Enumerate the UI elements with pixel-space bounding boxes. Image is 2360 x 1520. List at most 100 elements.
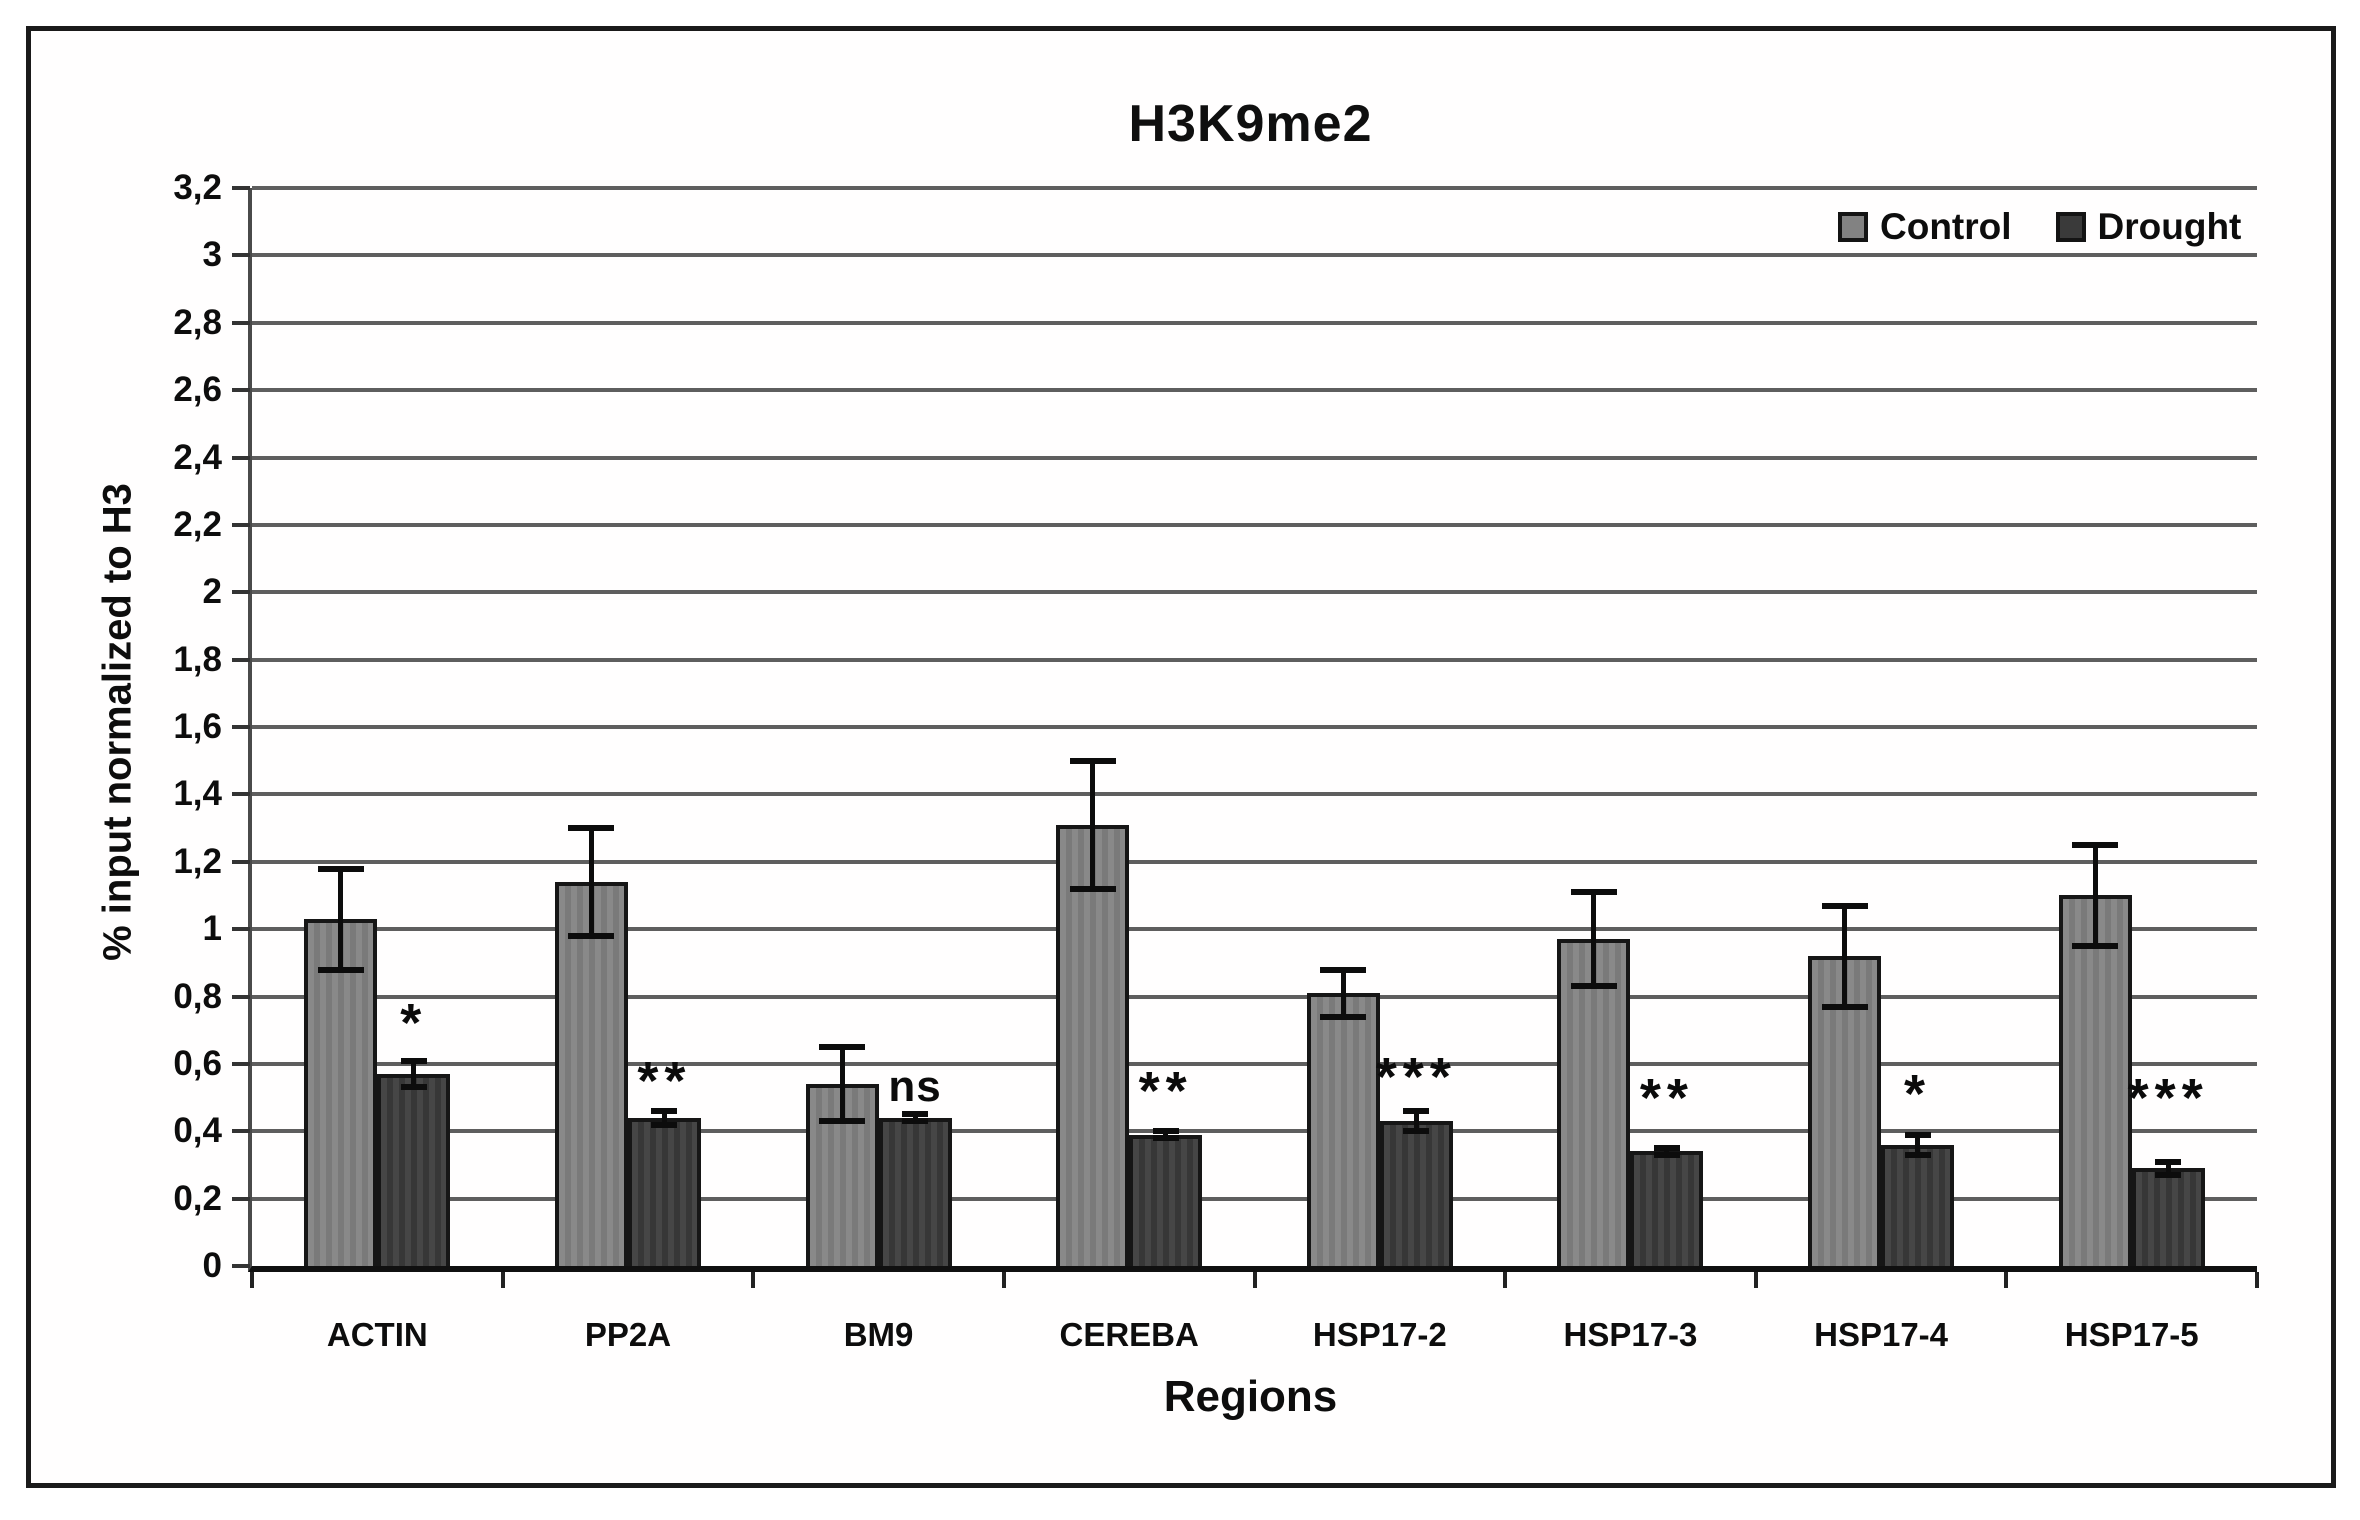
error-bar-line bbox=[2092, 844, 2098, 946]
bar-control-hsp17-2 bbox=[1306, 993, 1380, 1266]
x-category-label: HSP17-4 bbox=[1814, 1316, 1949, 1353]
y-tick-label: 1 bbox=[202, 909, 222, 949]
x-axis-tick bbox=[250, 1272, 254, 1288]
y-axis-tick bbox=[232, 859, 250, 864]
error-bar-cap bbox=[1653, 1151, 1680, 1158]
significance-actin: * bbox=[400, 993, 428, 1054]
y-tick-label: 0,6 bbox=[173, 1043, 222, 1083]
significance-pp2a: ** bbox=[637, 1050, 692, 1111]
bar-control-hsp17-5 bbox=[2058, 895, 2132, 1266]
error-bar-line bbox=[1591, 892, 1597, 987]
error-bar-line bbox=[2165, 1161, 2171, 1176]
gridline bbox=[252, 994, 2257, 999]
y-axis-tick bbox=[232, 455, 250, 460]
bar-drought-cereba bbox=[1129, 1134, 1203, 1266]
y-tick-label: 0,8 bbox=[173, 976, 222, 1016]
y-axis-tick bbox=[232, 792, 250, 797]
error-bar-line bbox=[338, 868, 344, 970]
legend: Control Drought bbox=[1838, 206, 2241, 248]
gridline bbox=[252, 725, 2257, 729]
error-bar-cap bbox=[1904, 1151, 1931, 1158]
y-axis-tick bbox=[232, 320, 250, 325]
y-axis-tick bbox=[232, 1196, 250, 1201]
error-bar-cap bbox=[400, 1057, 427, 1064]
gridline bbox=[252, 590, 2257, 595]
y-axis-tick bbox=[232, 1264, 250, 1268]
error-bar-line bbox=[1163, 1131, 1169, 1138]
x-category-label: HSP17-5 bbox=[2064, 1316, 2199, 1353]
x-axis-tick bbox=[1753, 1272, 1758, 1288]
plot-area: 3,2 3 2,8 2,6 2,4 2,2 2 1,8 1,6 1,4 1,2 1 0,8 0,6 0,4 0… bbox=[173, 169, 2259, 1353]
gridline bbox=[252, 388, 2257, 393]
bar-drought-pp2a bbox=[627, 1117, 701, 1266]
x-axis-tick bbox=[2004, 1272, 2009, 1288]
error-bar-cap bbox=[902, 1111, 929, 1118]
y-tick-label: 1,4 bbox=[173, 774, 222, 814]
significance-bm9: ns bbox=[888, 1062, 942, 1112]
chart-title: H3K9me2 bbox=[1128, 95, 1373, 153]
bar-control-hsp17-3 bbox=[1557, 939, 1631, 1266]
bar-drought-hsp17-3 bbox=[1630, 1151, 1704, 1266]
gridline bbox=[252, 320, 2257, 325]
error-bar-cap bbox=[1069, 885, 1116, 892]
y-tick-label: 0,2 bbox=[173, 1178, 222, 1218]
y-tick-label: 1,8 bbox=[173, 639, 222, 679]
y-axis-tick bbox=[232, 994, 250, 999]
error-bar-line bbox=[912, 1114, 918, 1122]
legend-label-control: Control bbox=[1880, 206, 2012, 247]
error-bar-line bbox=[1915, 1134, 1921, 1155]
gridline bbox=[252, 1061, 2257, 1066]
y-tick-label: 1,2 bbox=[173, 841, 222, 881]
bar-control-actin bbox=[304, 919, 378, 1266]
x-axis-tick bbox=[1503, 1272, 1508, 1288]
control-swatch-icon bbox=[1838, 212, 1868, 242]
x-axis-tick bbox=[751, 1272, 756, 1288]
y-axis-tick bbox=[232, 186, 250, 190]
y-tick-label: 1,6 bbox=[173, 707, 222, 746]
error-bar-line bbox=[1413, 1111, 1419, 1132]
x-category-label: ACTIN bbox=[326, 1316, 428, 1353]
gridline bbox=[252, 792, 2257, 797]
significance-hsp17-5: *** bbox=[2127, 1067, 2209, 1128]
y-axis-tick bbox=[232, 927, 250, 932]
x-axis-title: Regions bbox=[1163, 1372, 1338, 1421]
error-bar-cap bbox=[400, 1084, 427, 1091]
error-bar-cap bbox=[1821, 902, 1868, 909]
y-tick-label: 2,6 bbox=[173, 370, 222, 410]
error-bar-line bbox=[588, 828, 594, 936]
error-bar-cap bbox=[1069, 757, 1116, 764]
bar-control-cereba bbox=[1056, 824, 1130, 1266]
error-bar-cap bbox=[1403, 1108, 1430, 1115]
y-axis-tick bbox=[232, 590, 250, 595]
y-axis-tick bbox=[232, 1061, 250, 1066]
error-bar-cap bbox=[2072, 841, 2119, 848]
error-bar-cap bbox=[1570, 983, 1617, 990]
bar-control-pp2a bbox=[554, 881, 628, 1266]
bar-control-bm9 bbox=[805, 1084, 879, 1266]
significance-hsp17-2: *** bbox=[1375, 1047, 1457, 1108]
gridline bbox=[252, 859, 2257, 864]
bar-drought-bm9 bbox=[878, 1117, 952, 1266]
y-tick-label: 3,2 bbox=[173, 168, 222, 207]
significance-hsp17-3: ** bbox=[1639, 1067, 1694, 1128]
y-axis-tick bbox=[232, 1129, 250, 1134]
x-axis-tick bbox=[2255, 1272, 2259, 1288]
legend-item-drought: Drought bbox=[2055, 206, 2241, 248]
y-tick-label: 2,2 bbox=[173, 504, 222, 544]
gridline bbox=[252, 657, 2257, 662]
x-axis-tick bbox=[500, 1272, 505, 1288]
y-tick-label: 0,4 bbox=[173, 1111, 222, 1151]
error-bar-cap bbox=[651, 1108, 678, 1115]
bar-drought-hsp17-2 bbox=[1379, 1121, 1453, 1266]
y-tick-label: 0 bbox=[202, 1246, 222, 1285]
error-bar-line bbox=[839, 1047, 845, 1122]
gridline bbox=[252, 1129, 2257, 1134]
bar-drought-hsp17-4 bbox=[1881, 1144, 1955, 1266]
bar-drought-actin bbox=[377, 1073, 451, 1266]
y-tick-label: 3 bbox=[202, 235, 222, 275]
error-bar-cap bbox=[902, 1118, 929, 1125]
significance-hsp17-4: * bbox=[1904, 1064, 1932, 1125]
error-bar-cap bbox=[568, 825, 615, 832]
error-bar-cap bbox=[651, 1121, 678, 1128]
error-bar-cap bbox=[1653, 1145, 1680, 1152]
